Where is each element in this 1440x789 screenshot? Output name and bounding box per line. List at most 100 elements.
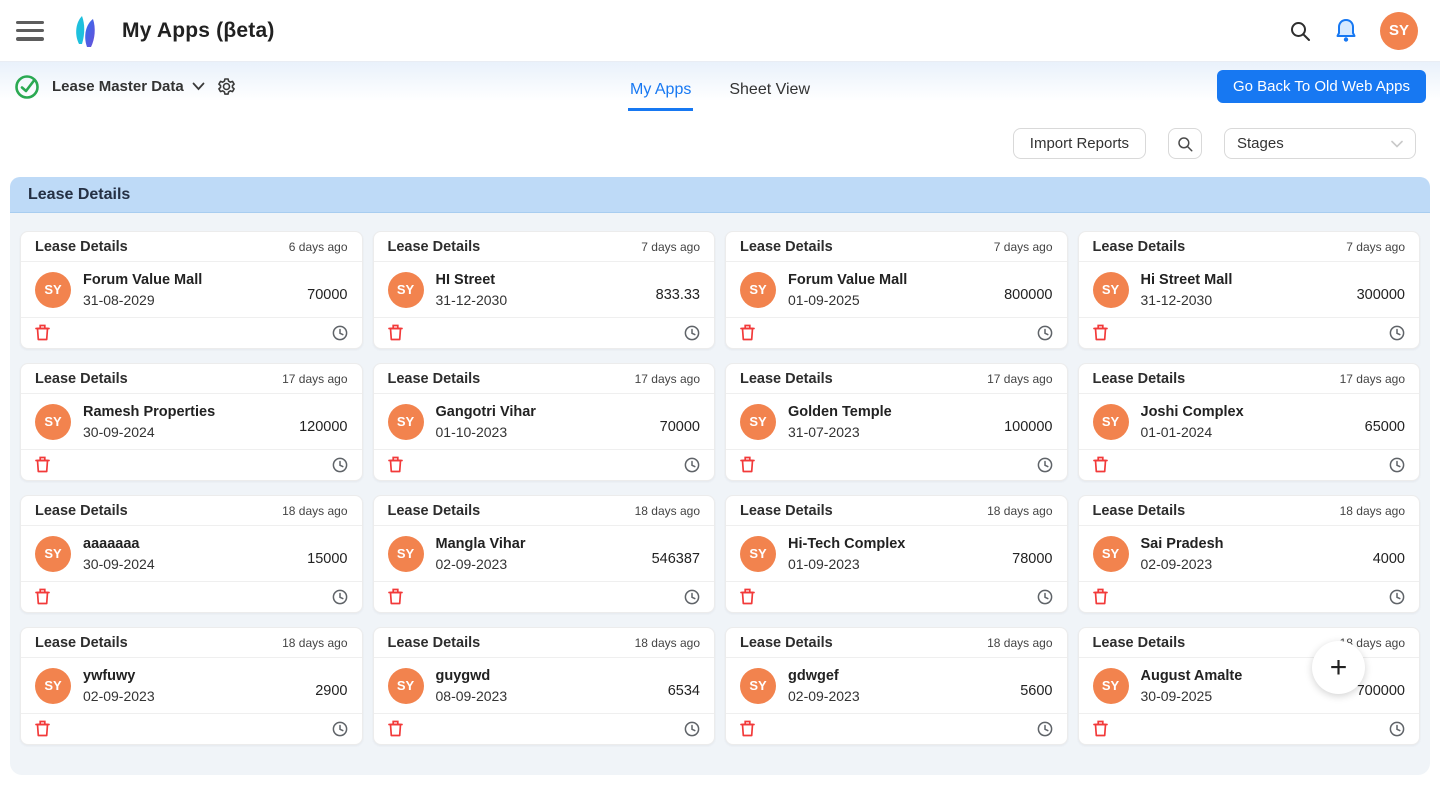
dataset-label: Lease Master Data (52, 78, 184, 95)
card-info: ywfuwy 02-09-2023 (83, 668, 303, 704)
search-button[interactable] (1168, 128, 1202, 159)
delete-trash-icon[interactable] (1092, 588, 1108, 605)
lease-date: 02-09-2023 (1140, 555, 1213, 572)
history-clock-icon[interactable] (1037, 457, 1053, 473)
lease-card[interactable]: Lease Details 17 days ago SY Ramesh Prop… (20, 363, 363, 481)
delete-trash-icon[interactable] (387, 588, 403, 605)
user-avatar[interactable]: SY (1380, 11, 1418, 50)
delete-trash-icon[interactable] (35, 456, 50, 473)
history-clock-icon[interactable] (684, 589, 700, 605)
record-avatar: SY (387, 403, 424, 440)
lease-amount: 800000 (1004, 287, 1053, 303)
lease-amount: 65000 (1364, 419, 1405, 435)
lease-card[interactable]: Lease Details 18 days ago SY gdwgef 02-0… (725, 627, 1068, 745)
record-avatar: SY (1092, 403, 1129, 440)
lease-card[interactable]: Lease Details 7 days ago SY Forum Value … (725, 231, 1068, 349)
lease-name: Ramesh Properties (83, 403, 216, 420)
history-clock-icon[interactable] (332, 721, 348, 737)
delete-trash-icon[interactable] (387, 720, 403, 737)
card-info: aaaaaaa 30-09-2024 (83, 536, 295, 572)
card-age-badge: 18 days ago (987, 504, 1053, 518)
card-footer (373, 581, 714, 612)
history-clock-icon[interactable] (684, 721, 700, 737)
lease-card[interactable]: Lease Details 18 days ago SY Mangla Viha… (372, 495, 715, 613)
stages-select-value: Stages (1237, 135, 1284, 152)
stages-select[interactable]: Stages (1224, 128, 1416, 159)
lease-card[interactable]: Lease Details 18 days ago SY ywfuwy 02-0… (20, 627, 363, 745)
card-footer (726, 713, 1067, 744)
search-icon[interactable] (1288, 19, 1312, 43)
delete-trash-icon[interactable] (740, 720, 755, 737)
lease-card[interactable]: Lease Details 7 days ago SY HI Street 31… (372, 231, 715, 349)
card-info: Golden Temple 31-07-2023 (788, 404, 992, 440)
lease-card[interactable]: Lease Details 18 days ago SY Hi-Tech Com… (725, 495, 1068, 613)
history-clock-icon[interactable] (1389, 325, 1405, 341)
lease-card[interactable]: Lease Details 17 days ago SY Joshi Compl… (1077, 363, 1420, 481)
delete-trash-icon[interactable] (1092, 720, 1108, 737)
lease-card[interactable]: Lease Details 7 days ago SY Hi Street Ma… (1077, 231, 1420, 349)
lease-card[interactable]: Lease Details 18 days ago SY Sai Pradesh… (1077, 495, 1420, 613)
card-info: guygwd 08-09-2023 (436, 668, 656, 704)
delete-trash-icon[interactable] (740, 456, 755, 473)
card-info: Hi Street Mall 31-12-2030 (1141, 272, 1345, 308)
card-footer (21, 581, 362, 612)
delete-trash-icon[interactable] (35, 720, 50, 737)
history-clock-icon[interactable] (1037, 721, 1053, 737)
history-clock-icon[interactable] (332, 325, 348, 341)
card-title: Lease Details (1092, 371, 1186, 387)
card-title: Lease Details (1092, 239, 1186, 255)
card-age-badge: 18 days ago (1339, 636, 1405, 650)
card-header: Lease Details 18 days ago (726, 628, 1067, 658)
card-info: Ramesh Properties 30-09-2024 (83, 404, 287, 440)
add-record-fab[interactable]: + (1312, 641, 1365, 694)
lease-card[interactable]: Lease Details 18 days ago SY guygwd 08-0… (372, 627, 715, 745)
lease-name: Forum Value Mall (83, 271, 203, 288)
settings-gear-icon[interactable] (217, 77, 236, 96)
delete-trash-icon[interactable] (35, 588, 50, 605)
history-clock-icon[interactable] (684, 457, 700, 473)
card-footer (21, 317, 362, 348)
history-clock-icon[interactable] (1037, 589, 1053, 605)
lease-date: 31-12-2030 (435, 291, 508, 308)
history-clock-icon[interactable] (1389, 589, 1405, 605)
delete-trash-icon[interactable] (1092, 324, 1108, 341)
delete-trash-icon[interactable] (387, 324, 403, 341)
tab-my-apps[interactable]: My Apps (627, 71, 694, 111)
check-circle-icon (15, 74, 39, 99)
delete-trash-icon[interactable] (1092, 456, 1108, 473)
history-clock-icon[interactable] (332, 457, 348, 473)
card-header: Lease Details 18 days ago (726, 496, 1067, 526)
card-header: Lease Details 7 days ago (1078, 232, 1419, 262)
card-title: Lease Details (1092, 635, 1186, 651)
card-age-badge: 7 days ago (1346, 240, 1405, 254)
history-clock-icon[interactable] (1389, 457, 1405, 473)
hamburger-menu-icon[interactable] (16, 20, 44, 41)
notification-bell-icon[interactable] (1334, 18, 1358, 44)
lease-amount: 6534 (667, 683, 700, 699)
lease-card[interactable]: Lease Details 18 days ago SY aaaaaaa 30-… (20, 495, 363, 613)
card-age-badge: 17 days ago (282, 372, 348, 386)
history-clock-icon[interactable] (332, 589, 348, 605)
lease-amount: 15000 (307, 551, 348, 567)
card-age-badge: 6 days ago (288, 240, 348, 254)
tab-sheet-view[interactable]: Sheet View (729, 81, 810, 98)
delete-trash-icon[interactable] (35, 324, 50, 341)
card-age-badge: 7 days ago (641, 240, 700, 254)
card-body: SY Golden Temple 31-07-2023 100000 (726, 394, 1067, 449)
lease-date: 01-10-2023 (435, 423, 508, 440)
delete-trash-icon[interactable] (740, 588, 755, 605)
lease-card[interactable]: Lease Details 17 days ago SY Golden Temp… (725, 363, 1068, 481)
lease-card[interactable]: Lease Details 17 days ago SY Gangotri Vi… (372, 363, 715, 481)
history-clock-icon[interactable] (1037, 325, 1053, 341)
lease-card[interactable]: Lease Details 18 days ago SY August Amal… (1077, 627, 1420, 745)
delete-trash-icon[interactable] (387, 456, 403, 473)
lease-card[interactable]: Lease Details 6 days ago SY Forum Value … (20, 231, 363, 349)
history-clock-icon[interactable] (1389, 721, 1405, 737)
go-back-old-web-apps-button[interactable]: Go Back To Old Web Apps (1216, 70, 1426, 103)
dataset-selector[interactable]: Lease Master Data (14, 74, 205, 100)
import-reports-button[interactable]: Import Reports (1012, 128, 1146, 159)
lease-amount: 78000 (1012, 551, 1053, 567)
history-clock-icon[interactable] (684, 325, 700, 341)
delete-trash-icon[interactable] (740, 324, 755, 341)
card-grid: Lease Details 6 days ago SY Forum Value … (10, 213, 1430, 755)
